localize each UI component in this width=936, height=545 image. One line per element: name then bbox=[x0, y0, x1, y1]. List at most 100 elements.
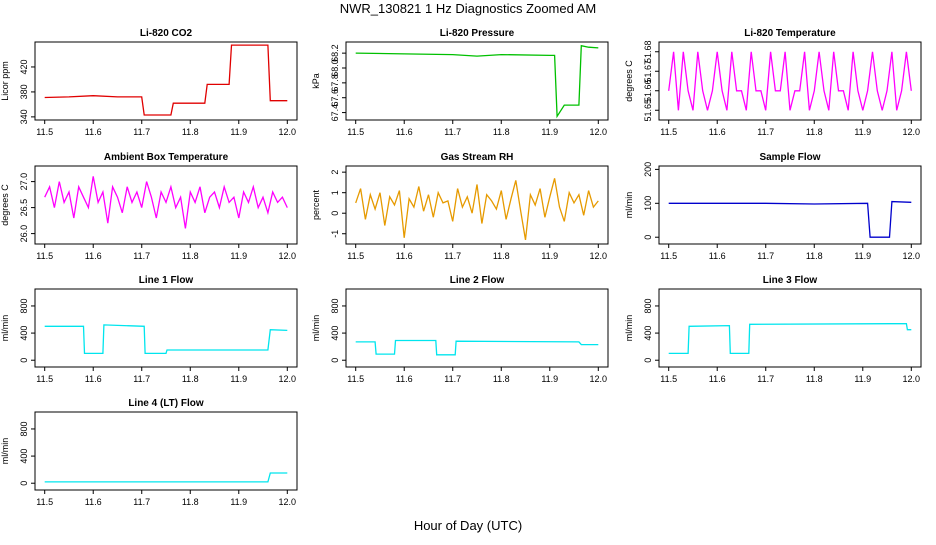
x-tick-label: 11.6 bbox=[85, 251, 102, 261]
y-tick-label: 800 bbox=[19, 298, 29, 313]
x-tick-label: 11.7 bbox=[757, 127, 774, 137]
data-line bbox=[44, 44, 288, 116]
panel: Li-820 Temperature degrees C 11.5 11.6 11.7 1… bbox=[624, 28, 922, 137]
y-tick-label: 0 bbox=[19, 358, 29, 363]
panel-title: Line 4 (LT) Flow bbox=[128, 398, 204, 409]
y-tick-label: 51.66 bbox=[643, 79, 653, 102]
data-line bbox=[355, 178, 599, 241]
x-tick-label: 11.6 bbox=[396, 127, 413, 137]
y-tick-label: 51.67 bbox=[643, 60, 653, 83]
x-tick-label: 11.6 bbox=[709, 374, 726, 384]
y-tick-label: 67.8 bbox=[330, 74, 340, 92]
x-tick-label: 11.6 bbox=[396, 251, 413, 261]
y-tick-label: 0 bbox=[330, 358, 340, 363]
x-tick-label: 11.7 bbox=[757, 251, 774, 261]
x-tick-label: 12.0 bbox=[903, 251, 921, 261]
plot-box bbox=[658, 41, 922, 121]
y-axis-title: kPa bbox=[311, 73, 321, 89]
x-tick-label: 11.5 bbox=[347, 251, 364, 261]
x-axis-title: Hour of Day (UTC) bbox=[414, 518, 522, 533]
plot-box bbox=[34, 288, 298, 368]
data-line bbox=[355, 339, 599, 356]
y-tick-label: 100 bbox=[643, 196, 653, 211]
y-tick-label: 420 bbox=[19, 59, 29, 74]
x-tick-label: 12.0 bbox=[279, 497, 297, 507]
panel-title: Ambient Box Temperature bbox=[104, 152, 229, 163]
y-axis-title: degrees C bbox=[624, 60, 634, 102]
x-tick-label: 11.6 bbox=[396, 374, 413, 384]
panel-title: Li-820 CO2 bbox=[140, 28, 193, 39]
x-tick-label: 11.9 bbox=[230, 127, 247, 137]
x-tick-label: 11.9 bbox=[854, 251, 871, 261]
data-line bbox=[668, 51, 912, 111]
panel: Line 1 Flow ml/min 11.5 11.6 11.7 11.8 11.9 12.… bbox=[0, 275, 298, 384]
x-tick-label: 11.6 bbox=[85, 374, 102, 384]
y-tick-label: 800 bbox=[19, 421, 29, 436]
panel-title: Line 2 Flow bbox=[450, 275, 505, 286]
y-tick-label: 67.6 bbox=[330, 89, 340, 107]
x-tick-label: 12.0 bbox=[590, 374, 608, 384]
plot-box bbox=[34, 41, 298, 121]
y-tick-label: 200 bbox=[643, 162, 653, 177]
y-tick-label: 340 bbox=[19, 109, 29, 124]
data-line bbox=[355, 44, 599, 119]
y-tick-label: 51.65 bbox=[643, 99, 653, 122]
x-tick-label: 11.8 bbox=[182, 374, 199, 384]
x-tick-label: 11.5 bbox=[660, 374, 677, 384]
data-line bbox=[44, 176, 288, 229]
x-tick-label: 11.6 bbox=[85, 127, 102, 137]
x-tick-label: 11.5 bbox=[347, 127, 364, 137]
data-line bbox=[668, 322, 912, 355]
y-axis-title: ml/min bbox=[624, 315, 634, 342]
y-tick-label: 380 bbox=[19, 84, 29, 99]
panel-title: Line 3 Flow bbox=[763, 275, 818, 286]
data-line bbox=[668, 200, 912, 238]
y-tick-label: 400 bbox=[19, 449, 29, 464]
data-line bbox=[44, 324, 288, 355]
x-tick-label: 11.6 bbox=[85, 497, 102, 507]
y-tick-label: 67.4 bbox=[330, 104, 340, 122]
x-tick-label: 11.8 bbox=[806, 251, 823, 261]
plot-box bbox=[345, 288, 609, 368]
y-tick-label: 800 bbox=[643, 298, 653, 313]
y-tick-label: 800 bbox=[330, 298, 340, 313]
y-tick-label: 68.2 bbox=[330, 44, 340, 62]
x-tick-label: 12.0 bbox=[903, 374, 921, 384]
y-tick-label: 51.68 bbox=[643, 40, 653, 63]
panel: Li-820 Pressure kPa 11.5 11.6 11.7 11.8 11.9 12… bbox=[311, 28, 609, 137]
x-tick-label: 12.0 bbox=[590, 251, 608, 261]
x-tick-label: 11.5 bbox=[660, 251, 677, 261]
x-tick-label: 11.5 bbox=[36, 251, 53, 261]
y-tick-label: 0 bbox=[19, 481, 29, 486]
y-tick-label: 26.0 bbox=[19, 225, 29, 243]
x-tick-label: 11.8 bbox=[493, 127, 510, 137]
plot-box bbox=[658, 288, 922, 368]
x-tick-label: 11.7 bbox=[133, 251, 150, 261]
x-tick-label: 11.9 bbox=[230, 374, 247, 384]
x-tick-label: 12.0 bbox=[590, 127, 608, 137]
x-tick-label: 12.0 bbox=[279, 374, 297, 384]
panel: Gas Stream RH percent 11.5 11.6 11.7 11.8 11.9… bbox=[311, 152, 609, 261]
x-tick-label: 12.0 bbox=[279, 251, 297, 261]
panel-title: Line 1 Flow bbox=[139, 275, 194, 286]
x-tick-label: 11.7 bbox=[444, 374, 461, 384]
y-tick-label: 27.0 bbox=[19, 173, 29, 191]
y-axis-title: ml/min bbox=[0, 315, 10, 342]
x-tick-label: 11.9 bbox=[230, 251, 247, 261]
y-axis-title: degrees C bbox=[0, 184, 10, 226]
x-tick-label: 12.0 bbox=[279, 127, 297, 137]
y-axis-title: ml/min bbox=[0, 438, 10, 465]
y-axis-title: ml/min bbox=[311, 315, 321, 342]
panel-title: Sample Flow bbox=[759, 152, 820, 163]
x-tick-label: 11.8 bbox=[806, 127, 823, 137]
y-tick-label: 0 bbox=[643, 235, 653, 240]
panel: Line 3 Flow ml/min 11.5 11.6 11.7 11.8 11.9 12.… bbox=[624, 275, 922, 384]
x-tick-label: 11.7 bbox=[133, 374, 150, 384]
plot-box bbox=[658, 165, 922, 245]
x-tick-label: 11.9 bbox=[541, 374, 558, 384]
y-tick-label: 1 bbox=[330, 190, 340, 195]
y-axis-title: ml/min bbox=[624, 192, 634, 219]
panel-title: Li-820 Temperature bbox=[744, 28, 836, 39]
y-tick-label: 400 bbox=[643, 326, 653, 341]
x-tick-label: 11.7 bbox=[133, 127, 150, 137]
